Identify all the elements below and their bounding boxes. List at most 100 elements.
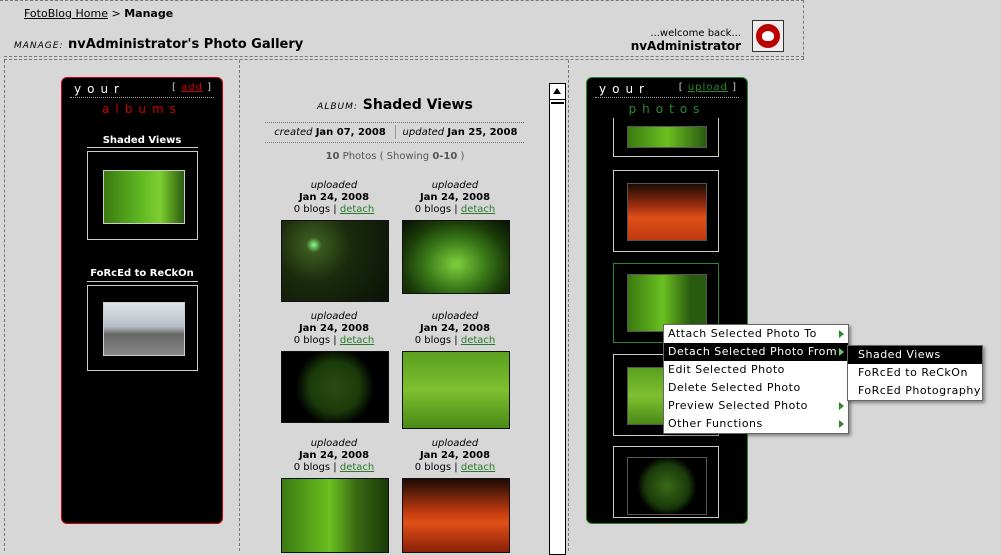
updated-date: Jan 25, 2008 [447,127,518,138]
bracket: ] [207,82,212,93]
updated-label: updated [402,127,445,138]
uploaded-label: uploaded [431,311,479,322]
submenu-item-album[interactable]: FoRcEd to ReCkOn [858,366,968,379]
album-card[interactable] [87,147,198,240]
blog-count: 0 blogs | [414,204,458,215]
upload-date: Jan 24, 2008 [419,450,491,461]
breadcrumb-home-link[interactable]: FotoBlog Home [24,7,109,20]
photo-thumbnail[interactable] [402,478,510,553]
album-name: Shaded Views [362,97,473,113]
photo-thumbnail [627,457,707,515]
bracket: [ [678,82,684,93]
blog-count: 0 blogs | [414,335,458,346]
welcome-text: ...welcome back... [650,28,741,39]
album-title[interactable]: Shaded Views [102,135,182,146]
scroll-up-arrow-icon[interactable] [550,84,565,100]
menu-item-label: Detach Selected Photo From [668,345,838,358]
photo-thumbnail[interactable] [281,220,389,302]
menu-item-edit[interactable]: Edit Selected Photo [664,361,848,379]
menu-item-label: Other Functions [668,417,763,430]
uploaded-label: uploaded [431,180,479,191]
detach-submenu: Shaded Views FoRcEd to ReCkOn FoRcEd Pho… [847,345,983,401]
menu-item-preview[interactable]: Preview Selected Photo [664,397,848,415]
photo-card[interactable] [613,118,719,157]
menu-item-attach[interactable]: Attach Selected Photo To [664,325,848,343]
albums-panel: your [ add ] albums Shaded Views FoRcEd … [61,77,223,524]
blog-count: 0 blogs | [293,335,337,346]
welcome-block: ...welcome back... nvAdministrator [631,28,741,52]
bracket: [ [171,82,177,93]
breadcrumb-current: Manage [124,7,174,20]
detach-link[interactable]: detach [460,204,496,215]
menu-item-other[interactable]: Other Functions [664,415,848,433]
uploaded-label: uploaded [431,438,479,449]
photo-thumbnail [627,183,707,241]
photo-item: uploaded Jan 24, 2008 0 blogs | detach [279,311,389,347]
albums-subtitle: albums [102,102,182,116]
photo-count-text: Photos ( Showing [342,151,430,162]
blog-count: 0 blogs | [414,462,458,473]
album-thumbnail [103,170,185,224]
photo-item: uploaded Jan 24, 2008 0 blogs | detach [279,438,389,474]
albums-add-control: [ add ] [172,82,212,93]
photo-thumbnail[interactable] [402,220,510,294]
photo-count: 10 Photos ( Showing 0-10 ) [265,151,525,162]
upload-date: Jan 24, 2008 [419,192,491,203]
upload-date: Jan 24, 2008 [298,323,370,334]
submenu-arrow-icon [839,420,844,428]
upload-date: Jan 24, 2008 [419,323,491,334]
scrollbar[interactable] [549,83,566,555]
created-label: created [274,127,313,138]
blog-count: 0 blogs | [293,462,337,473]
blog-count: 0 blogs | [293,204,337,215]
detach-link[interactable]: detach [460,462,496,473]
album-title[interactable]: FoRcEd to ReCkOn [90,268,194,279]
detach-link[interactable]: detach [339,335,375,346]
photo-count-number: 10 [325,151,340,162]
avatar[interactable] [752,20,784,52]
photos-upload-control: [ upload ] [679,82,737,93]
created-date: Jan 07, 2008 [315,127,386,138]
detach-link[interactable]: detach [339,204,375,215]
upload-photo-link[interactable]: upload [687,82,728,93]
album-created: created Jan 07, 2008 [265,127,395,138]
context-menu: Attach Selected Photo To Detach Selected… [663,324,849,434]
add-album-link[interactable]: add [181,82,203,93]
detach-link[interactable]: detach [339,462,375,473]
photo-thumbnail[interactable] [281,478,389,553]
photo-item: uploaded Jan 24, 2008 0 blogs | detach [279,180,389,216]
album-card[interactable] [87,281,198,371]
uploaded-label: uploaded [310,180,358,191]
photos-subtitle: photos [628,102,706,116]
bracket: ] [732,82,737,93]
album-label: ALBUM: [317,102,358,112]
gallery-title: nvAdministrator's Photo Gallery [68,37,304,52]
page-title: MANAGE: nvAdministrator's Photo Gallery [14,37,303,52]
uploaded-label: uploaded [310,311,358,322]
detach-link[interactable]: detach [460,335,496,346]
breadcrumb-separator: > [111,7,121,20]
photo-count-close: ) [460,151,465,162]
submenu-item-album[interactable]: Shaded Views [848,346,982,364]
photo-card[interactable] [613,170,719,252]
album-heading: ALBUM: Shaded Views [265,97,525,113]
upload-date: Jan 24, 2008 [298,450,370,461]
menu-item-delete[interactable]: Delete Selected Photo [664,379,848,397]
photos-panel-heading: your [599,82,650,96]
menu-item-label: Delete Selected Photo [668,381,801,394]
menu-item-detach[interactable]: Detach Selected Photo From [664,343,848,361]
photo-item: uploaded Jan 24, 2008 0 blogs | detach [400,180,510,216]
album-updated: updated Jan 25, 2008 [396,127,524,138]
user-avatar-icon [756,24,780,48]
album-thumbnail [103,302,185,356]
username: nvAdministrator [630,39,741,53]
menu-item-label: Edit Selected Photo [668,363,785,376]
scroll-thumb[interactable] [551,102,564,104]
manage-label: MANAGE: [14,41,64,51]
uploaded-label: uploaded [310,438,358,449]
submenu-arrow-icon [839,330,844,338]
photo-thumbnail[interactable] [402,351,510,429]
photo-card[interactable] [613,446,719,518]
submenu-item-album[interactable]: FoRcEd Photography [858,384,981,397]
photo-thumbnail[interactable] [281,351,389,423]
